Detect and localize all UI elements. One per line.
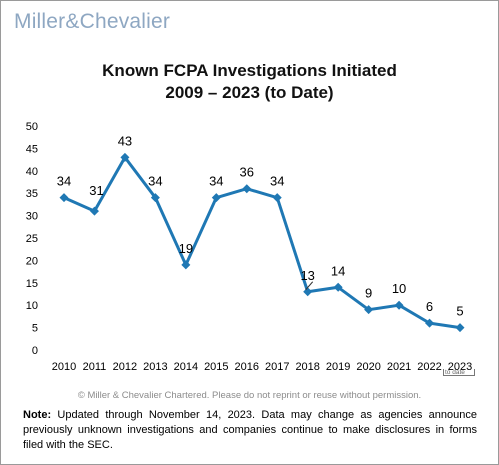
x-axis: 2010 2011 2012 2013 2014 2015 2016 2017 2018 2019… bbox=[52, 361, 472, 373]
data-label: 34 bbox=[148, 174, 162, 189]
y-tick-label: 10 bbox=[26, 300, 38, 312]
y-axis: 0 5 10 15 20 25 30 35 40 45 50 bbox=[26, 121, 38, 357]
x-tick-label: 2010 bbox=[52, 361, 76, 373]
x-tick-label: 2020 bbox=[356, 361, 380, 373]
series-line bbox=[63, 155, 461, 330]
y-tick-label: 15 bbox=[26, 278, 38, 290]
chart-subtitle: 2009 – 2023 (to Date) bbox=[165, 83, 334, 102]
data-label: 6 bbox=[426, 299, 433, 314]
y-tick-label: 5 bbox=[32, 323, 38, 335]
data-label: 34 bbox=[209, 174, 223, 189]
data-point bbox=[272, 193, 282, 203]
chart-title-block: Known FCPA Investigations Initiated 2009… bbox=[0, 60, 499, 104]
series-group: 34 31 43 34 19 34 36 34 13 14 9 10 6 5 bbox=[57, 133, 465, 333]
data-label: 5 bbox=[456, 304, 463, 319]
data-label: 34 bbox=[270, 174, 284, 189]
x-tick-label: 2013 bbox=[143, 361, 167, 373]
data-point bbox=[333, 282, 343, 292]
data-point bbox=[89, 206, 99, 216]
data-point bbox=[59, 193, 69, 203]
data-point bbox=[455, 323, 465, 333]
x-tick-label: 2018 bbox=[295, 361, 319, 373]
x-tick-label: 2015 bbox=[204, 361, 228, 373]
x-tick-label: 2014 bbox=[174, 361, 198, 373]
data-point bbox=[181, 260, 191, 270]
to-date-label: to date bbox=[445, 369, 465, 376]
chart-title: Known FCPA Investigations Initiated bbox=[102, 61, 397, 80]
brand-right: Chevalier bbox=[79, 10, 171, 33]
y-tick-label: 40 bbox=[26, 166, 38, 178]
data-point bbox=[120, 152, 130, 162]
y-tick-label: 20 bbox=[26, 255, 38, 267]
x-tick-label: 2019 bbox=[326, 361, 350, 373]
note-label: Note: bbox=[23, 409, 52, 421]
data-label: 34 bbox=[57, 174, 71, 189]
note-text: Note: Updated through November 14, 2023.… bbox=[23, 408, 477, 453]
data-point bbox=[364, 305, 374, 315]
data-label: 14 bbox=[331, 263, 345, 278]
y-tick-label: 45 bbox=[26, 143, 38, 155]
data-label: 31 bbox=[89, 183, 103, 198]
x-tick-label: 2022 bbox=[417, 361, 441, 373]
x-tick-label: 2021 bbox=[387, 361, 411, 373]
y-tick-label: 30 bbox=[26, 211, 38, 223]
brand-amp: & bbox=[65, 10, 80, 33]
x-tick-label: 2011 bbox=[83, 361, 107, 373]
note-body: Updated through November 14, 2023. Data … bbox=[23, 409, 477, 451]
data-label: 10 bbox=[392, 281, 406, 296]
copyright-text: © Miller & Chevalier Chartered. Please d… bbox=[77, 390, 422, 401]
data-label: 43 bbox=[118, 133, 132, 148]
data-point bbox=[242, 184, 252, 194]
to-date-bracket bbox=[443, 369, 475, 376]
y-tick-label: 35 bbox=[26, 188, 38, 200]
data-point bbox=[303, 287, 313, 297]
y-tick-label: 0 bbox=[32, 345, 38, 357]
data-point bbox=[150, 193, 160, 203]
x-tick-label: 2016 bbox=[235, 361, 259, 373]
data-point bbox=[211, 193, 221, 203]
brand-logo: Miller&Chevalier bbox=[14, 10, 170, 34]
data-label: 36 bbox=[240, 165, 254, 180]
data-label: 19 bbox=[179, 241, 193, 256]
data-label-leader bbox=[305, 281, 314, 291]
data-label: 9 bbox=[365, 286, 372, 301]
x-tick-label: 2017 bbox=[265, 361, 289, 373]
x-tick-label: 2023 bbox=[448, 361, 472, 373]
brand-left: Miller bbox=[14, 10, 66, 33]
y-tick-label: 25 bbox=[26, 233, 38, 245]
data-point bbox=[394, 300, 404, 310]
data-point bbox=[425, 318, 435, 328]
data-label: 13 bbox=[300, 268, 314, 283]
y-tick-label: 50 bbox=[26, 121, 38, 133]
x-tick-label: 2012 bbox=[113, 361, 137, 373]
